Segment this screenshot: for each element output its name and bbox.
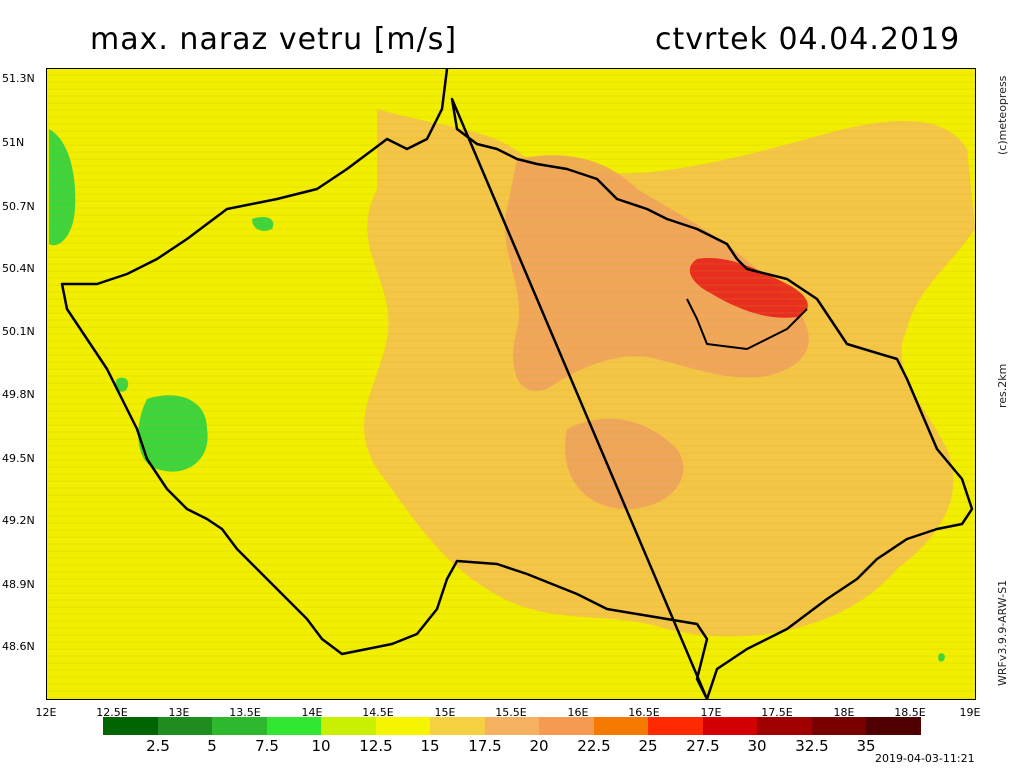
lon-label: 18.5E <box>894 706 926 719</box>
lon-label: 13.5E <box>229 706 261 719</box>
legend-label: 32.5 <box>795 737 829 755</box>
legend-label: 12.5 <box>359 737 393 755</box>
legend-label: 27.5 <box>686 737 720 755</box>
model-label: WRFv3.9.9-ARW-S1 <box>996 579 1009 686</box>
secondary-border <box>686 298 808 350</box>
timestamp: 2019-04-03-11:21 <box>875 752 975 765</box>
legend-label: 25 <box>638 737 658 755</box>
resolution-label: res.2km <box>996 363 1009 408</box>
legend-swatch <box>702 717 758 735</box>
legend-swatch <box>321 717 376 735</box>
lat-label: 50.7N <box>2 200 35 213</box>
lat-label: 49.2N <box>2 514 35 527</box>
legend-swatch <box>157 717 213 735</box>
lat-label: 48.6N <box>2 640 35 653</box>
lon-label: 18E <box>833 706 855 719</box>
lat-label: 51.3N <box>2 72 35 85</box>
lon-label: 19E <box>959 706 981 719</box>
lon-label: 17.5E <box>761 706 793 719</box>
lon-label: 14E <box>301 706 323 719</box>
lat-label: 49.5N <box>2 452 35 465</box>
lat-label: 50.1N <box>2 325 35 338</box>
lon-label: 16E <box>567 706 589 719</box>
legend-swatch <box>539 717 594 735</box>
map-title: max. naraz vetru [m/s] <box>90 22 458 57</box>
lat-label: 51N <box>2 136 25 149</box>
legend-label: 15 <box>420 737 440 755</box>
legend-label: 22.5 <box>577 737 611 755</box>
legend-label: 10 <box>311 737 331 755</box>
legend-label: 7.5 <box>255 737 279 755</box>
legend-swatch <box>757 717 812 735</box>
legend-label: 35 <box>856 737 876 755</box>
lon-label: 16.5E <box>628 706 660 719</box>
legend-label: 2.5 <box>146 737 170 755</box>
legend-swatch <box>103 717 158 735</box>
lon-label: 14.5E <box>362 706 394 719</box>
lon-label: 15E <box>434 706 456 719</box>
legend-swatch <box>375 717 431 735</box>
legend-swatch <box>593 717 649 735</box>
legend-swatch <box>430 717 485 735</box>
lat-label: 50.4N <box>2 262 35 275</box>
lon-label: 12E <box>35 706 57 719</box>
legend-swatch <box>648 717 703 735</box>
lon-label: 12.5E <box>96 706 128 719</box>
lon-label: 15.5E <box>495 706 527 719</box>
wind-gust-map <box>46 68 976 700</box>
value-grid <box>47 74 975 699</box>
peak-wind-zone <box>689 258 808 318</box>
legend-label: 17.5 <box>468 737 502 755</box>
legend-label: 20 <box>529 737 549 755</box>
map-date: ctvrtek 04.04.2019 <box>655 22 961 57</box>
lon-label: 17E <box>700 706 722 719</box>
lat-label: 49.8N <box>2 388 35 401</box>
legend-swatch <box>811 717 867 735</box>
low-wind-zone <box>49 129 945 662</box>
lat-label: 48.9N <box>2 578 35 591</box>
legend-swatch <box>866 717 921 735</box>
high-wind-zone <box>504 155 809 509</box>
legend-swatch <box>484 717 540 735</box>
orange-wind-zone <box>364 109 975 637</box>
legend-label: 30 <box>747 737 767 755</box>
legend-label: 5 <box>207 737 217 755</box>
copyright-label: (c)meteopress <box>996 75 1009 155</box>
legend-swatch <box>266 717 322 735</box>
map-svg <box>47 69 975 699</box>
country-border <box>60 69 974 699</box>
lon-label: 13E <box>168 706 190 719</box>
legend-swatch <box>212 717 267 735</box>
color-legend <box>103 717 921 735</box>
